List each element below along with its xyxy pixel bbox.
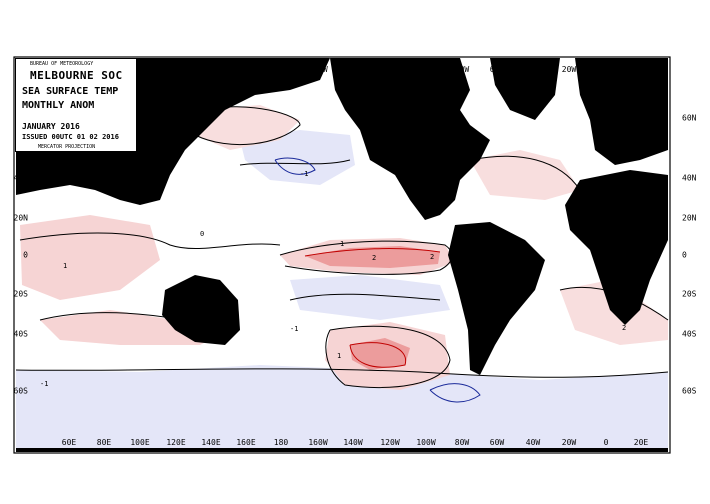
right-latitude-label: 0 [682,250,687,260]
contour-label: -1 [300,170,309,178]
bottom-longitude-label: 60E [61,438,77,447]
bottom-longitude-label: 100E [130,438,150,447]
bottom-longitude-label: 160E [236,438,256,447]
left-latitude-label: 40S [13,329,28,339]
bottom-longitude-label: 20E [633,438,649,447]
right-latitude-label: 40S [682,329,697,339]
agency-name: BUREAU OF METEOROLOGY [30,61,94,67]
top-longitude-label: 0 [603,65,609,74]
top-longitude-label: 60W [489,65,505,74]
warm-anomaly-north-atlantic [470,150,580,200]
right-latitude-label: 60S [682,386,697,396]
right-latitude-label: 20N [682,213,697,223]
top-longitude-label: 20E [633,65,649,74]
land-eurasia [16,58,668,205]
center-name: MELBOURNE SOC [30,69,123,82]
land-africa [565,170,668,325]
warm-anomaly-north-pacific [195,105,300,150]
top-longitude-label: 140E [201,65,221,74]
bottom-longitude-label: 140W [343,438,363,447]
left-latitude-label: 20S [13,289,28,299]
top-longitude-label: 180 [273,65,289,74]
left-latitude-label: 60S [13,386,28,396]
bottom-longitude-label: 140E [201,438,221,447]
bottom-longitude-label: 180 [273,438,289,447]
right-latitude-label: 60N [682,113,697,123]
bottom-longitude-label: 120W [380,438,400,447]
top-longitude-label: 140W [343,65,363,74]
left-latitude-label: 20N [13,213,28,223]
period-label: JANUARY 2016 [22,122,80,131]
right-latitude-label: 40N [682,173,697,183]
strong-contours [304,248,441,368]
top-longitude-label: 40W [525,65,541,74]
bottom-longitude-label: 0 [603,438,609,447]
contour-label: -1 [290,325,299,333]
contour-label: 1 [63,262,68,270]
contour-label: 1 [340,240,345,248]
bottom-longitude-label: 60W [489,438,505,447]
cool-anomaly-southern-ocean [16,365,668,452]
strong-warm-south-pacific [350,338,410,370]
bottom-longitude-label: 80E [96,438,112,447]
top-longitude-label: 100W [416,65,436,74]
left-latitude-label: 40N [13,173,28,183]
bottom-longitude-label: 80W [454,438,470,447]
contour-label: 2 [430,253,435,261]
contour-label: 2 [372,254,377,262]
land-south-america [448,222,545,375]
top-longitude-label: 120W [380,65,400,74]
contour-label: 2 [622,324,627,332]
contour-lines [15,106,669,389]
bottom-longitude-label: 100W [416,438,436,447]
bottom-longitude-label: 160W [308,438,328,447]
contour-label: -1 [40,380,49,388]
bottom-longitude-label: 40W [525,438,541,447]
top-longitude-label: 120E [166,65,186,74]
field-name: SEA SURFACE TEMP [22,86,119,97]
contour-label: 1 [337,352,342,360]
cool-anomaly-east-pacific [290,275,450,320]
bottom-longitude-label: 20W [561,438,577,447]
warm-anomaly-indian-ocean [20,215,160,300]
left-latitude-label: 0 [23,250,28,260]
cool-contours [274,157,481,403]
land-greenland [490,58,560,120]
right-latitude-label: 20S [682,289,697,299]
top-longitude-label: 20W [561,65,577,74]
land-north-america [330,58,490,220]
cool-anomaly-north-pacific [240,130,355,185]
land-antarctica-edge [16,448,668,452]
title-block: BUREAU OF METEOROLOGY MELBOURNE SOC SEA … [15,58,137,152]
product-name: MONTHLY ANOM [22,100,95,111]
warm-anomaly-south-indian [40,310,230,345]
top-longitude-label: 160E [236,65,256,74]
top-longitude-label: 80W [454,65,470,74]
bottom-longitude-label: 120E [166,438,186,447]
contour-label: 0 [200,230,205,238]
top-longitude-label: 160W [308,65,328,74]
issued-label: ISSUED 00UTC 01 02 2016 [22,133,119,141]
projection-label: MERCATOR PROJECTION [38,144,96,150]
